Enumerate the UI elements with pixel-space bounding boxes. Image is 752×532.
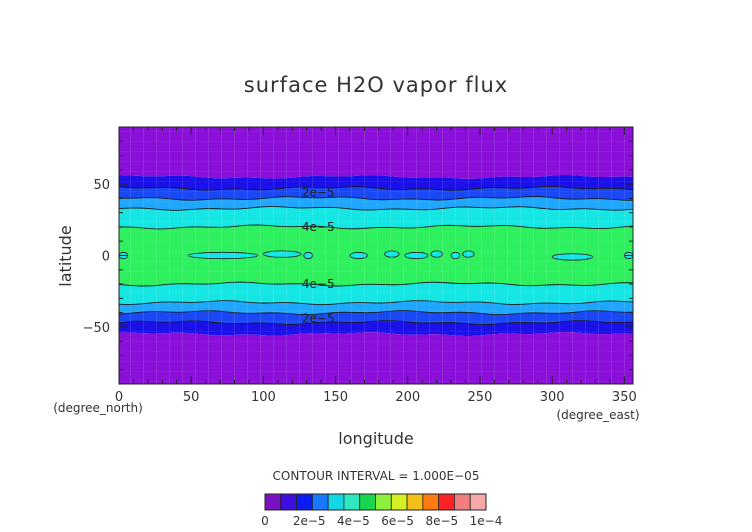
colorbar-swatch [264,493,282,511]
x-tick-label: 200 [395,390,420,405]
colorbar: 0 2e−5 4e−5 6e−5 8e−5 1e−4 [261,493,503,528]
contour-line [118,320,634,326]
colorbar-swatch [327,493,345,511]
contour-band [119,127,633,179]
colorbar-swatch [375,493,392,511]
y-tick-label: −50 [83,321,110,336]
colorbar-swatch [406,493,424,511]
x-tick-label: 250 [468,390,493,405]
contour-island [384,250,400,258]
contour-line [118,196,634,201]
contour-band [119,282,633,305]
colorbar-tick-label: 8e−5 [425,514,458,528]
colorbar-swatch [343,493,361,511]
x-axis-label: longitude [338,429,413,448]
contour-band [119,174,633,191]
colorbar-swatch [438,493,455,511]
contour-line [118,206,634,211]
contour-line [118,281,634,287]
colorbar-tick-label: 4e−5 [337,514,370,528]
colorbar-tick-label: 1e−4 [470,514,503,528]
x-axis-unit: (degree_east) [556,408,639,422]
contour-island [349,251,368,260]
contour-line [118,310,634,316]
colorbar-swatch [280,493,297,511]
plot-area: 2e−5 4e−5 4e−5 2e−5 0 50 100 150 200 250 300 350 50 0… [83,126,637,405]
contour-band [119,332,633,384]
y-tick-label: 0 [102,250,110,265]
contour-island [404,251,429,260]
x-tick-label: 350 [612,390,637,405]
contour-interval-label: CONTOUR INTERVAL = 1.000E−05 [273,469,480,483]
colorbar-swatch [359,493,376,511]
contour-band [119,206,633,229]
contour-label: 2e−5 [302,311,335,325]
x-tick-label: 50 [183,390,200,405]
contour-line [118,186,634,191]
contour-label: 4e−5 [302,277,335,291]
colorbar-swatch [454,493,471,511]
colorbar-swatch [469,493,487,511]
x-tick-label: 100 [251,390,276,405]
contour-island [450,251,461,260]
y-axis-label: latitude [56,225,75,286]
chart-title: surface H2O vapor flux [244,73,508,97]
contour-island [462,250,475,258]
contour-island [430,250,443,258]
contour-island [187,251,259,260]
x-tick-label: 0 [115,390,123,405]
colorbar-swatch [296,493,313,511]
y-axis-unit: (degree_north) [53,401,143,415]
x-tick-label: 300 [540,390,565,405]
y-tick-label: 50 [93,178,110,193]
contour-island [551,253,593,261]
contour-label: 4e−5 [302,220,335,234]
colorbar-tick-label: 6e−5 [381,514,414,528]
x-tick-label: 150 [323,390,348,405]
contour-band [119,310,633,325]
colorbar-swatch [422,493,440,511]
colorbar-tick-label: 2e−5 [293,514,326,528]
contour-label: 2e−5 [302,186,335,200]
contour-island [262,250,302,258]
contour-line [118,300,634,306]
colorbar-frame [264,493,487,511]
contour-island [303,251,313,260]
contour-band [119,186,633,201]
colorbar-tick-label: 0 [261,514,269,528]
colorbar-swatch [390,493,408,511]
colorbar-swatch [311,493,329,511]
contour-band [119,320,633,336]
contour-band [119,224,633,287]
contour-line [118,224,634,230]
